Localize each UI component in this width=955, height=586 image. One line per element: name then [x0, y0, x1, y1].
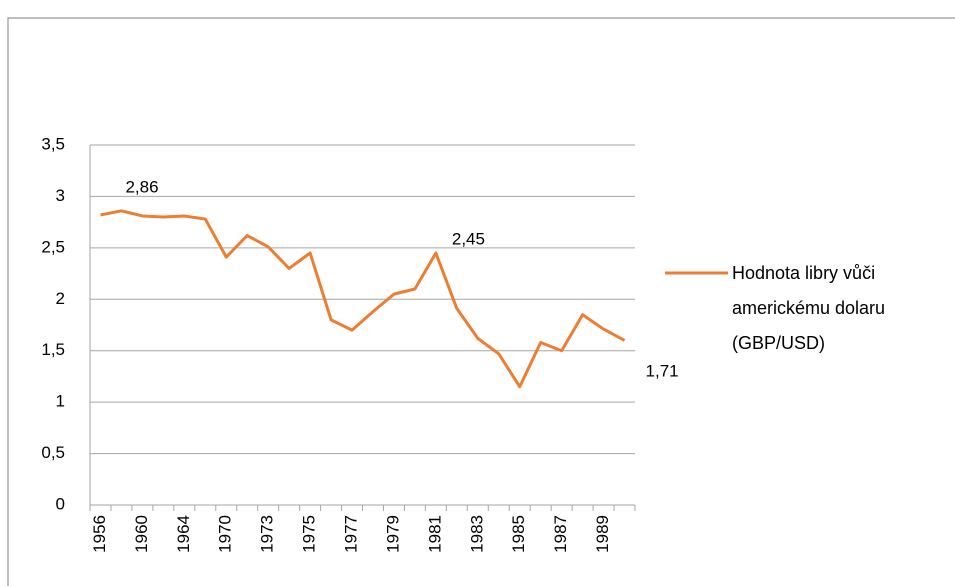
legend-label: Hodnota libry vůči americkému dolaru (GB… [732, 263, 886, 353]
data-label: 1,71 [646, 362, 679, 381]
y-tick-label: 2,5 [41, 237, 65, 256]
x-tick-label: 1970 [216, 515, 235, 553]
x-tick-label: 1964 [174, 515, 193, 553]
x-tick-label: 1956 [90, 515, 109, 553]
data-label: 2,45 [452, 229, 485, 248]
y-tick-label: 3,5 [41, 134, 65, 153]
x-tick-label: 1989 [593, 515, 612, 553]
x-tick-label: 1979 [383, 515, 402, 553]
x-tick-label: 1977 [342, 515, 361, 553]
data-label: 2,86 [125, 177, 158, 196]
x-tick-label: 1960 [132, 515, 151, 553]
x-tick-label: 1983 [467, 515, 486, 553]
x-tick-label: 1973 [258, 515, 277, 553]
x-tick-label: 1981 [425, 515, 444, 553]
y-tick-label: 0 [56, 494, 65, 513]
y-tick-label: 0,5 [41, 443, 65, 462]
y-tick-label: 1 [56, 392, 65, 411]
y-tick-label: 3 [56, 186, 65, 205]
line-series [100, 209, 626, 389]
x-tick-label: 1987 [551, 515, 570, 553]
x-tick-label: 1975 [300, 515, 319, 553]
x-tick-label: 1985 [509, 515, 528, 553]
y-tick-label: 2 [56, 289, 65, 308]
y-tick-label: 1,5 [41, 340, 65, 359]
chart-frame [7, 17, 955, 586]
